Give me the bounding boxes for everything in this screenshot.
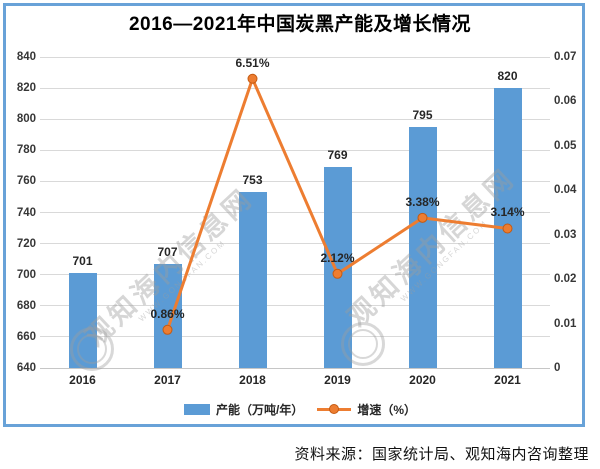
y-axis-left-tick-label: 780 [16, 144, 36, 157]
bar-value-label: 795 [412, 107, 433, 122]
y-axis-left-tick-label: 740 [16, 206, 36, 219]
gridline [40, 212, 550, 213]
bar-value-label: 820 [497, 69, 518, 84]
y-axis-right-tick-label: 0.02 [554, 273, 577, 286]
capacity-bar [493, 88, 522, 368]
gridline [40, 336, 550, 338]
growth-value-label: 3.38% [405, 194, 440, 209]
capacity-bar [238, 192, 267, 368]
x-axis-label: 2017 [154, 373, 181, 387]
y-axis-right-tick-label: 0 [554, 362, 561, 374]
y-axis-right-tick-label: 0.06 [554, 95, 577, 108]
bar-series-swatch-icon [183, 403, 210, 415]
y-axis-left-tick-label: 800 [16, 113, 36, 126]
x-axis-label: 2021 [494, 373, 521, 387]
y-axis-left-tick-label: 640 [16, 362, 36, 374]
chart-title: 2016—2021年中国炭黑产能及增长情况 [128, 14, 472, 35]
legend-item-growth: 增速（%） [317, 401, 416, 418]
gridline [40, 149, 550, 151]
y-axis-right-tick-label: 0.01 [554, 317, 577, 330]
gridline [40, 305, 550, 307]
x-axis-label: 2019 [324, 373, 351, 387]
bar-value-label: 701 [72, 254, 93, 269]
x-axis-label: 2018 [239, 373, 266, 387]
y-axis-left-tick-label: 700 [16, 268, 36, 281]
y-axis-left-tick-label: 680 [16, 299, 36, 312]
growth-value-label: 3.14% [490, 205, 525, 220]
source-note: 资料来源：国家统计局、观知海内咨询整理 [294, 446, 589, 463]
y-axis-left-tick-label: 840 [16, 51, 36, 63]
x-axis-label: 2020 [409, 373, 436, 387]
growth-value-label: 2.12% [320, 250, 355, 265]
legend-label-capacity: 产能（万吨/年） [215, 402, 304, 417]
gridline [40, 367, 550, 369]
y-axis-right-tick-label: 0.05 [554, 139, 577, 152]
capacity-bar [408, 126, 437, 368]
y-axis-right-tick-label: 0.03 [554, 228, 577, 241]
y-axis-left-tick-label: 760 [16, 175, 36, 188]
y-axis-right-tick-label: 0.07 [554, 51, 577, 63]
gridline [40, 118, 550, 120]
y-axis-left-tick-label: 820 [16, 82, 36, 95]
gridline [40, 56, 550, 58]
chart-legend: 产能（万吨/年） 增速（%） [0, 400, 600, 418]
x-axis-label: 2016 [69, 373, 96, 387]
growth-value-label: 6.51% [235, 55, 270, 70]
bar-value-label: 769 [327, 148, 348, 163]
gridline [40, 243, 550, 245]
bar-value-label: 707 [157, 244, 178, 259]
gridline [40, 87, 550, 89]
y-axis-left-tick-label: 720 [16, 237, 36, 250]
gridline [40, 274, 550, 276]
legend-label-growth: 增速（%） [357, 402, 416, 417]
line-series-swatch-icon [317, 403, 352, 415]
y-axis-left-tick-label: 660 [16, 330, 36, 343]
growth-value-label: 0.86% [150, 306, 185, 321]
capacity-bar [68, 273, 97, 368]
bar-value-label: 753 [242, 173, 263, 188]
gridline [40, 180, 550, 182]
capacity-bar [323, 167, 352, 368]
legend-item-capacity: 产能（万吨/年） [183, 401, 304, 418]
y-axis-right-tick-label: 0.04 [554, 184, 577, 197]
